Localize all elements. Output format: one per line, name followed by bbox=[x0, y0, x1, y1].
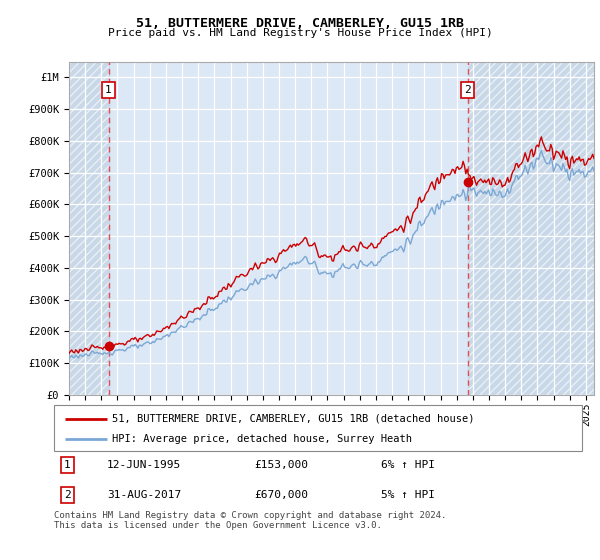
Bar bbox=[69, 62, 109, 395]
Text: Contains HM Land Registry data © Crown copyright and database right 2024.
This d: Contains HM Land Registry data © Crown c… bbox=[54, 511, 446, 530]
Text: 2: 2 bbox=[64, 490, 71, 500]
Text: HPI: Average price, detached house, Surrey Heath: HPI: Average price, detached house, Surr… bbox=[112, 435, 412, 444]
Text: 12-JUN-1995: 12-JUN-1995 bbox=[107, 460, 181, 470]
Bar bbox=[467, 62, 594, 395]
Bar bbox=[69, 62, 109, 395]
Text: £153,000: £153,000 bbox=[254, 460, 308, 470]
Text: 2: 2 bbox=[464, 85, 471, 95]
Text: 1: 1 bbox=[105, 85, 112, 95]
Bar bbox=[467, 62, 594, 395]
Text: 6% ↑ HPI: 6% ↑ HPI bbox=[382, 460, 436, 470]
Text: £670,000: £670,000 bbox=[254, 490, 308, 500]
Text: 51, BUTTERMERE DRIVE, CAMBERLEY, GU15 1RB: 51, BUTTERMERE DRIVE, CAMBERLEY, GU15 1R… bbox=[136, 17, 464, 30]
Text: 31-AUG-2017: 31-AUG-2017 bbox=[107, 490, 181, 500]
Text: 5% ↑ HPI: 5% ↑ HPI bbox=[382, 490, 436, 500]
Text: 1: 1 bbox=[64, 460, 71, 470]
Text: Price paid vs. HM Land Registry's House Price Index (HPI): Price paid vs. HM Land Registry's House … bbox=[107, 28, 493, 38]
Text: 51, BUTTERMERE DRIVE, CAMBERLEY, GU15 1RB (detached house): 51, BUTTERMERE DRIVE, CAMBERLEY, GU15 1R… bbox=[112, 414, 475, 424]
